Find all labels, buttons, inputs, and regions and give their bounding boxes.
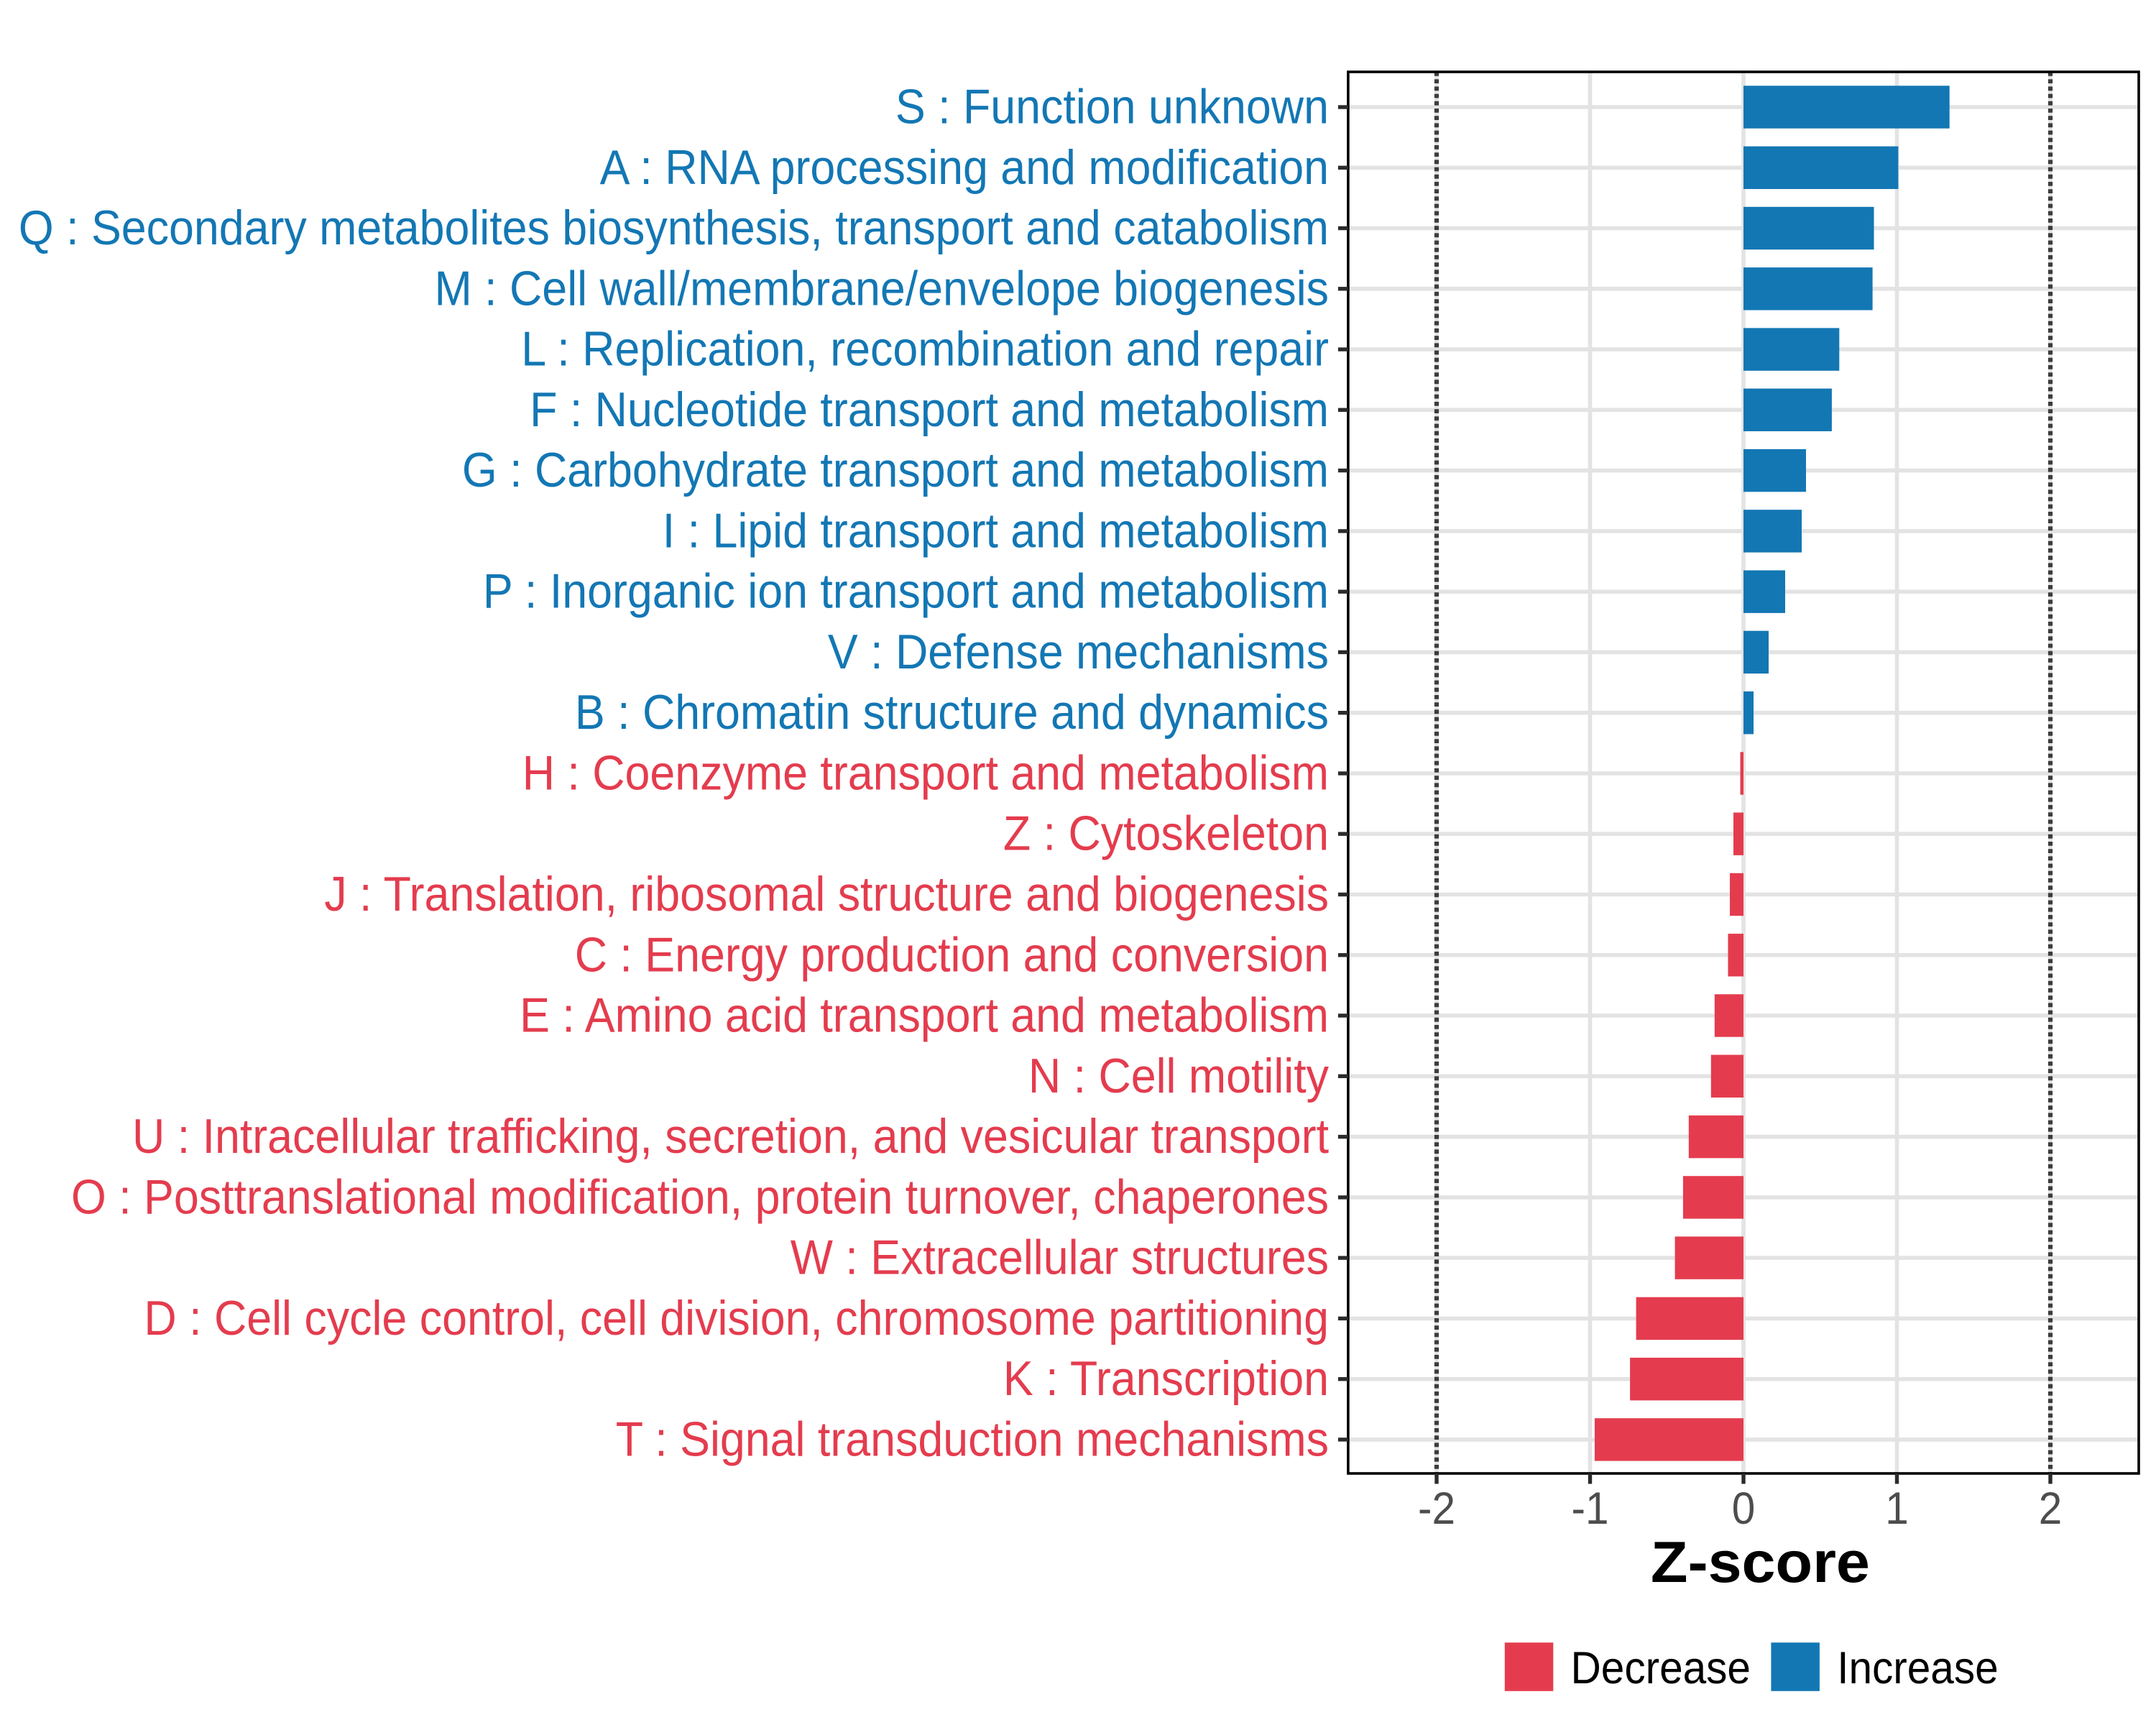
svg-text:U : Intracellular trafficking,: U : Intracellular trafficking, secretion… xyxy=(132,1110,1329,1164)
svg-text:G : Carbohydrate transport and: G : Carbohydrate transport and metabolis… xyxy=(462,443,1329,497)
svg-text:I : Lipid transport and metabo: I : Lipid transport and metabolism xyxy=(663,504,1329,558)
svg-text:D : Cell cycle control, cell d: D : Cell cycle control, cell division, c… xyxy=(144,1292,1329,1346)
svg-text:K : Transcription: K : Transcription xyxy=(1003,1352,1329,1406)
svg-text:M : Cell wall/membrane/envelop: M : Cell wall/membrane/envelope biogenes… xyxy=(435,262,1330,316)
svg-text:B : Chromatin structure and dy: B : Chromatin structure and dynamics xyxy=(575,686,1329,740)
svg-text:W : Extracellular structures: W : Extracellular structures xyxy=(791,1231,1329,1285)
svg-text:2: 2 xyxy=(2039,1484,2063,1534)
svg-text:S : Function unknown: S : Function unknown xyxy=(895,80,1329,134)
svg-text:H : Coenzyme transport and met: H : Coenzyme transport and metabolism xyxy=(522,747,1329,801)
svg-text:T : Signal transduction mechan: T : Signal transduction mechanisms xyxy=(616,1412,1329,1466)
svg-text:P : Inorganic ion transport an: P : Inorganic ion transport and metaboli… xyxy=(483,565,1329,619)
svg-text:E : Amino acid transport and m: E : Amino acid transport and metabolism xyxy=(520,989,1329,1043)
svg-text:0: 0 xyxy=(1732,1484,1756,1534)
svg-text:F : Nucleotide transport and m: F : Nucleotide transport and metabolism xyxy=(530,383,1329,437)
svg-text:Z-score: Z-score xyxy=(1651,1530,1870,1595)
svg-text:-2: -2 xyxy=(1418,1484,1455,1534)
svg-text:N : Cell motility: N : Cell motility xyxy=(1028,1049,1329,1103)
svg-text:O : Posttranslational modifica: O : Posttranslational modification, prot… xyxy=(71,1170,1329,1224)
svg-text:Z : Cytoskeleton: Z : Cytoskeleton xyxy=(1003,807,1329,861)
svg-text:Increase: Increase xyxy=(1837,1643,1999,1693)
svg-text:Q : Secondary metabolites bios: Q : Secondary metabolites biosynthesis, … xyxy=(19,201,1329,255)
svg-text:L : Replication, recombination: L : Replication, recombination and repai… xyxy=(521,323,1329,377)
svg-text:-1: -1 xyxy=(1572,1484,1609,1534)
svg-text:1: 1 xyxy=(1885,1484,1909,1534)
svg-text:Decrease: Decrease xyxy=(1571,1643,1751,1693)
svg-text:C : Energy production and conv: C : Energy production and conversion xyxy=(575,928,1329,982)
svg-text:A : RNA processing and modific: A : RNA processing and modification xyxy=(600,141,1329,195)
svg-text:V : Defense mechanisms: V : Defense mechanisms xyxy=(828,625,1329,679)
svg-text:J : Translation, ribosomal str: J : Translation, ribosomal structure and… xyxy=(324,868,1329,921)
